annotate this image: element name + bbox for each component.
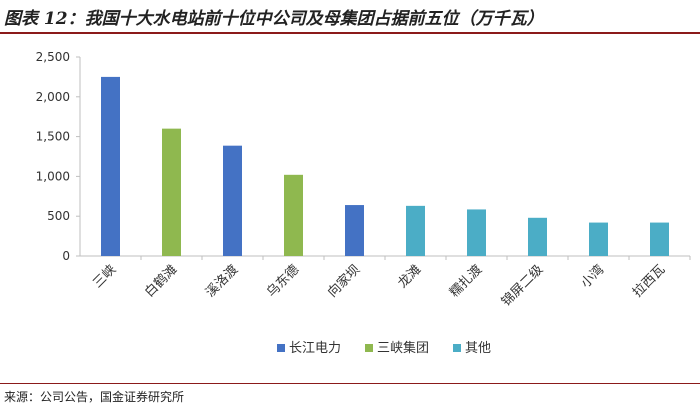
legend-swatch — [277, 344, 285, 352]
bar-4 — [284, 174, 303, 256]
source-note: 来源：公司公告，国金证券研究所 — [4, 390, 185, 404]
title-bar: 图表 12：我国十大水电站前十位中公司及母集团占据前五位（万千瓦） — [0, 0, 700, 34]
category-label: 乌东德 — [263, 262, 302, 301]
y-tick-label: 2,000 — [36, 90, 70, 104]
bar-2 — [162, 128, 181, 256]
legend-swatch — [365, 344, 373, 352]
chart-title: 图表 12：我国十大水电站前十位中公司及母集团占据前五位（万千瓦） — [4, 9, 544, 29]
y-tick-label: 2,500 — [36, 50, 70, 64]
category-label: 拉西瓦 — [630, 262, 668, 300]
legend-label: 三峡集团 — [377, 340, 429, 356]
category-label: 三峡 — [90, 262, 119, 291]
bar-9 — [589, 222, 608, 256]
legend-label: 长江电力 — [289, 341, 341, 356]
y-tick-label: 1,000 — [36, 169, 70, 183]
category-label: 锦屏二级 — [499, 262, 546, 309]
legend-label: 其他 — [465, 341, 491, 356]
y-tick-label: 500 — [47, 209, 70, 223]
category-label: 糯扎渡 — [446, 262, 485, 301]
bar-chart: 0 500 1,000 1,500 2,000 2,500 三峡 白鹤滩 溪洛渡 乌东德 向家坝 龙滩… — [36, 50, 691, 356]
footer: 来源：公司公告，国金证券研究所 — [0, 383, 700, 411]
bar-10 — [650, 222, 669, 256]
bar-7 — [467, 209, 486, 256]
category-label: 向家坝 — [324, 262, 363, 301]
bar-5 — [345, 205, 364, 256]
category-label: 龙滩 — [395, 262, 424, 291]
bar-3 — [223, 145, 242, 256]
bar-8 — [528, 217, 547, 256]
bar-6 — [406, 205, 425, 256]
y-tick-label: 1,500 — [36, 130, 70, 144]
category-label: 小湾 — [578, 262, 608, 292]
legend-swatch — [453, 344, 461, 352]
category-label: 溪洛渡 — [202, 262, 241, 301]
category-label: 白鹤滩 — [141, 262, 180, 301]
y-tick-label: 0 — [62, 249, 70, 263]
bar-1 — [101, 76, 120, 257]
